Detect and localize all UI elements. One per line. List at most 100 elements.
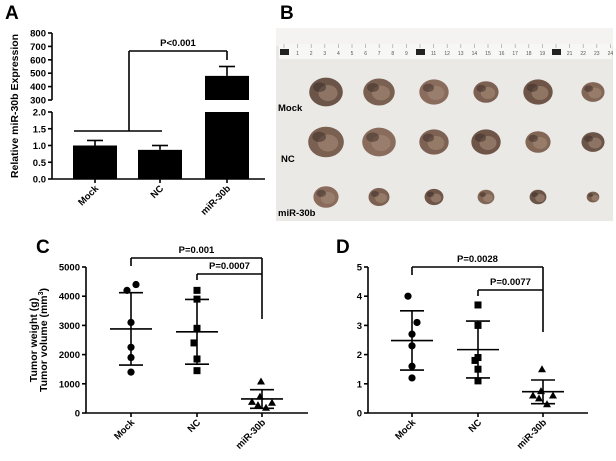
tumor-highlight xyxy=(483,194,493,202)
y-axis-label: Tumor weight (g) xyxy=(28,298,40,382)
panel-label-c: C xyxy=(36,237,50,258)
tumor-dark-region xyxy=(312,131,327,142)
y-tick-label: 4 xyxy=(357,292,363,303)
p-value-label: P=0.0007 xyxy=(209,261,250,272)
bar-mock xyxy=(73,145,117,179)
ruler-number: 16 xyxy=(499,51,505,57)
panel-c-tumor-volume: 0 1000 2000 3000 4000 5000 Tumor volume (mm3) M… xyxy=(38,245,308,452)
tumor-dark-region xyxy=(528,134,538,142)
y-tick-label: 5 xyxy=(357,263,363,274)
data-point-nc xyxy=(193,324,201,332)
panel-d-tumor-weight: 0 1 2 3 4 5 Tumor weight (g) Mock NC miR-30b P=0.0… xyxy=(28,254,588,452)
ruler-number: 23 xyxy=(594,51,600,57)
ruler-number: 13 xyxy=(458,51,464,57)
y-tick-label: 0.5 xyxy=(33,158,47,169)
y-tick-label: 700 xyxy=(30,42,46,53)
data-point-nc xyxy=(193,295,201,303)
data-point-nc xyxy=(474,365,482,373)
y-axis-label: Tumor volume (mm3) xyxy=(38,288,50,392)
photo-row-label-mir30b: miR-30b xyxy=(278,208,316,219)
ruler-number: 6 xyxy=(364,51,367,57)
data-point-mir-30b xyxy=(549,391,557,399)
data-point-mir-30b xyxy=(262,403,270,411)
x-tick-label: miR-30b xyxy=(234,417,268,451)
data-point-mock xyxy=(413,318,421,327)
y-tick-label: 1 xyxy=(357,379,363,390)
data-point-mock xyxy=(408,374,416,382)
data-point-mock xyxy=(132,280,140,289)
ruler-number: 7 xyxy=(378,51,381,57)
y-tick-label: 0.0 xyxy=(33,175,46,186)
ruler-number: 1 xyxy=(296,51,299,57)
tumor-dark-region xyxy=(588,193,593,197)
data-point-mir-30b xyxy=(248,397,256,405)
panel-label-d: D xyxy=(336,237,350,258)
data-point-mock xyxy=(408,342,416,350)
tumor-dark-region xyxy=(371,191,379,197)
ruler-number: 22 xyxy=(580,51,586,57)
data-point-nc xyxy=(190,339,198,347)
p-value-label: P<0.001 xyxy=(160,38,196,49)
data-point-mir-30b xyxy=(268,398,276,406)
y-tick-label: 4000 xyxy=(59,292,80,303)
y-axis-label-end: ) xyxy=(38,288,50,292)
ruler-marker xyxy=(280,49,289,55)
tumor-dark-region xyxy=(479,192,486,198)
data-point-nc xyxy=(474,377,482,385)
y-tick-label: 1.0 xyxy=(33,141,46,152)
y-tick-label: 3 xyxy=(357,321,362,332)
ruler-number: 4 xyxy=(337,51,340,57)
x-tick-label: Mock xyxy=(112,417,137,442)
ruler-number: 12 xyxy=(444,51,450,57)
y-tick-label: 300 xyxy=(30,96,46,107)
ruler-number: 9 xyxy=(405,51,408,57)
data-point-mock xyxy=(408,362,416,370)
y-tick-label: 800 xyxy=(30,29,46,40)
ruler-number: 18 xyxy=(526,51,532,57)
p-value-label: P=0.0028 xyxy=(457,254,498,265)
data-point-mir-30b xyxy=(543,400,551,408)
tumor-dark-region xyxy=(474,133,486,142)
y-tick-label: 400 xyxy=(30,82,46,93)
photo-row-label-nc: NC xyxy=(281,154,295,165)
tumor-dark-region xyxy=(422,133,434,142)
y-tick-label: 500 xyxy=(30,69,46,80)
bar-mir-30b-lower xyxy=(205,112,249,179)
data-point-mock xyxy=(127,318,135,327)
tumor-photo: 1 2 3 4 5 6 7 8 9 11 12 13 14 15 16 17 18 19 21 22 23 24 Mock… xyxy=(276,28,613,221)
y-tick-label: 0 xyxy=(357,409,362,420)
p-value-label: P=0.0077 xyxy=(490,277,531,288)
x-tick-label: NC xyxy=(186,417,204,435)
tumor-dark-region xyxy=(313,82,326,92)
bar-nc xyxy=(138,149,182,179)
data-point-nc xyxy=(193,367,201,375)
ruler-number: 3 xyxy=(323,51,326,57)
y-tick-label: 5000 xyxy=(59,263,80,274)
ruler-number: 15 xyxy=(485,51,491,57)
tumor-dark-region xyxy=(476,84,487,92)
tumor-dark-region xyxy=(531,192,538,198)
data-point-mir-30b xyxy=(254,401,262,409)
x-tick-label: NC xyxy=(149,183,167,201)
photo-row-label-mock: Mock xyxy=(278,103,303,114)
y-tick-label: 3000 xyxy=(59,321,80,332)
tumor-dark-region xyxy=(367,83,379,92)
data-point-nc xyxy=(471,356,479,364)
tumor-dark-region xyxy=(316,189,327,197)
y-tick-label: 1.5 xyxy=(33,124,47,135)
ruler-number: 5 xyxy=(351,51,354,57)
data-point-mock xyxy=(127,353,135,362)
x-tick-label: miR-30b xyxy=(515,417,549,451)
y-tick-label: 1000 xyxy=(59,379,80,390)
data-point-mir-30b xyxy=(535,394,543,402)
panel-label-a: A xyxy=(5,3,19,24)
tumor-highlight xyxy=(535,194,545,202)
data-point-mock xyxy=(123,286,131,294)
data-point-mock xyxy=(127,368,135,376)
p-value-label: P=0.001 xyxy=(179,245,215,256)
y-tick-label: 600 xyxy=(30,55,46,66)
data-point-mir-30b xyxy=(537,387,545,395)
data-point-mock xyxy=(127,343,135,351)
